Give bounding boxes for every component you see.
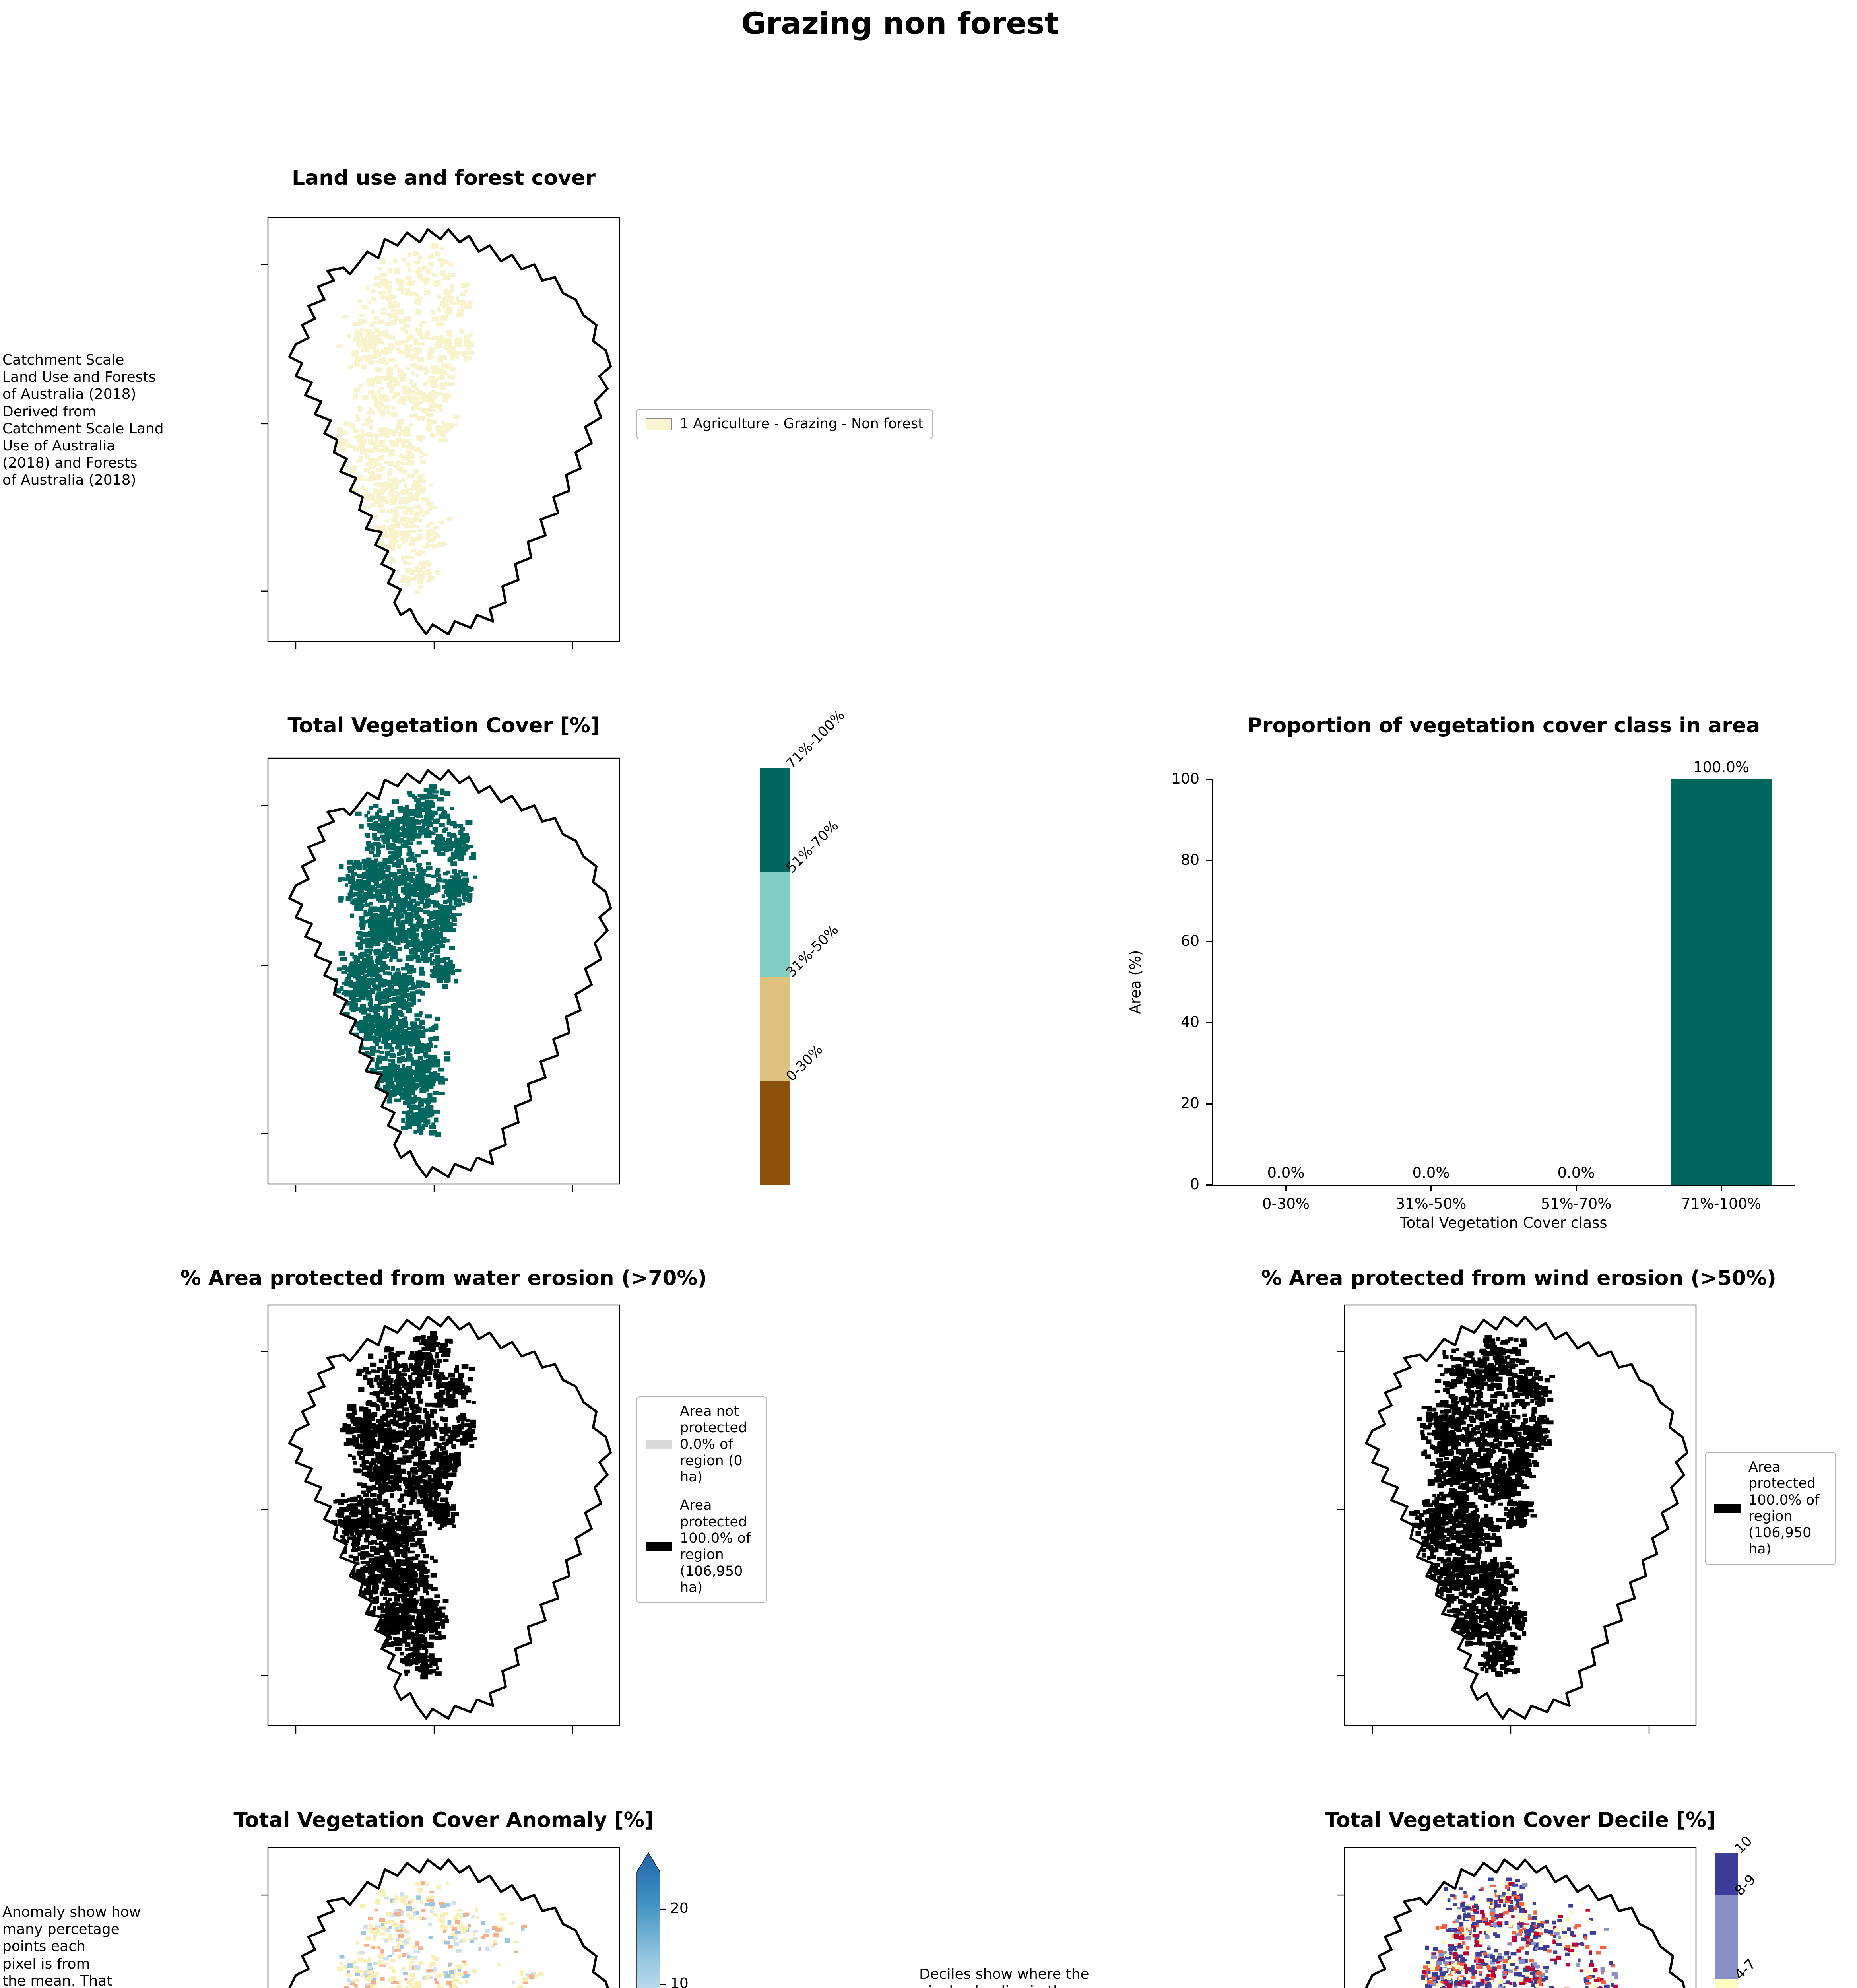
not-protected-label: Area not protected 0.0% of region (0 ha)	[680, 1404, 747, 1485]
y-tick	[1206, 1184, 1212, 1186]
y-tick-label: 80	[1180, 851, 1199, 868]
x-tick	[1285, 1185, 1287, 1191]
map-frame	[267, 1304, 620, 1726]
bar	[1670, 779, 1772, 1185]
tvc-colorbar-label: 51%-70%	[783, 817, 842, 876]
bar-value-label: 0.0%	[1557, 1164, 1595, 1181]
map-frame	[267, 757, 620, 1185]
legend-entry: Area protected 100.0% of region (106,950…	[646, 1497, 758, 1596]
protected-label: Area protected 100.0% of region (106,950…	[1748, 1459, 1820, 1557]
bar-value-label: 0.0%	[1412, 1164, 1450, 1181]
x-tick-label: 0-30%	[1262, 1195, 1310, 1212]
y-tick	[1206, 1103, 1212, 1105]
land-use-legend: 1 Agriculture - Grazing - Non forest	[636, 409, 933, 440]
page-title: Grazing non forest	[741, 6, 1059, 41]
decile-caption: Deciles show where the pixel value lies …	[919, 1966, 1089, 1988]
panel-title-anomaly: Total Vegetation Cover Anomaly [%]	[233, 1808, 654, 1832]
map-frame	[267, 217, 620, 642]
raster-cells	[330, 784, 477, 1137]
y-tick-label: 0	[1190, 1176, 1199, 1193]
y-tick	[1206, 860, 1212, 861]
x-tick-label: 71%-100%	[1681, 1195, 1762, 1212]
x-tick-label: 51%-70%	[1541, 1195, 1612, 1212]
anomaly-colorbar-tick-label: 20	[670, 1900, 689, 1917]
y-tick	[1206, 941, 1212, 942]
raster-cells	[1420, 1877, 1619, 1988]
land-use-caption: Catchment Scale Land Use and Forests of …	[2, 352, 164, 489]
not-protected-swatch	[646, 1440, 672, 1449]
decile-map	[1337, 1847, 1697, 1988]
land-use-map	[261, 217, 620, 650]
decile-class-swatch	[1715, 1979, 1738, 1988]
wind-erosion-map	[1337, 1304, 1697, 1734]
anomaly-colorbar-tick-label: 10	[670, 1975, 689, 1988]
tvc-class-swatch	[760, 872, 790, 977]
x-tick	[1430, 1185, 1432, 1191]
catchment-outline	[1365, 1858, 1686, 1988]
catchment-outline	[288, 769, 612, 1178]
x-axis-line	[1212, 1185, 1795, 1186]
raster-cells	[332, 243, 475, 594]
raster-cells	[336, 1881, 544, 1988]
protected-swatch	[1714, 1504, 1741, 1513]
catchment-outline	[288, 1315, 612, 1720]
tvc-class-swatch	[760, 768, 790, 873]
y-tick-label: 60	[1180, 932, 1199, 949]
panel-title-water-erosion: % Area protected from water erosion (>70…	[180, 1266, 707, 1290]
y-tick-label: 20	[1180, 1095, 1199, 1112]
decile-class-swatch	[1715, 1853, 1738, 1895]
y-tick	[1206, 1022, 1212, 1023]
panel-title-land-use: Land use and forest cover	[292, 166, 596, 190]
catchment-outline	[288, 228, 612, 635]
map-frame	[267, 1847, 620, 1988]
wind-erosion-legend: Area protected 100.0% of region (106,950…	[1705, 1452, 1836, 1565]
tvc-colorbar-label: 31%-50%	[783, 922, 842, 980]
cover-class-bar-chart: 0 20 40 60 80 100 0-30% 0.0% 31%-50% 0.0% 51%-70% 0…	[1171, 759, 1795, 1212]
catchment-outline	[1365, 1315, 1688, 1720]
bar-value-label: 0.0%	[1267, 1164, 1305, 1181]
protected-label: Area protected 100.0% of region (106,950…	[680, 1497, 751, 1596]
anomaly-map	[261, 1847, 620, 1988]
tvc-colorbar-label: 71%-100%	[783, 707, 848, 772]
y-tick	[1206, 779, 1212, 780]
raster-cells	[331, 1331, 477, 1680]
x-tick	[1576, 1185, 1577, 1191]
panel-title-proportion-chart: Proportion of vegetation cover class in …	[1247, 714, 1760, 738]
tvc-colorbar: 71%-100% 51%-70% 31%-50% 0-30%	[760, 707, 848, 1185]
tvc-class-swatch	[760, 1081, 790, 1185]
raster-cells	[1406, 1335, 1555, 1677]
water-erosion-map	[261, 1304, 620, 1734]
map-frame	[1344, 1847, 1697, 1988]
panel-title-wind-erosion: % Area protected from wind erosion (>50%…	[1261, 1266, 1776, 1290]
protected-swatch	[646, 1542, 672, 1551]
map-frame	[1344, 1304, 1697, 1726]
anomaly-caption: Anomaly show how many percetage points e…	[2, 1904, 141, 1988]
tvc-class-swatch	[760, 977, 790, 1081]
land-use-legend-label: 1 Agriculture - Grazing - Non forest	[680, 416, 924, 432]
panel-title-decile: Total Vegetation Cover Decile [%]	[1325, 1808, 1716, 1832]
x-axis-label: Total Vegetation Cover class	[1400, 1214, 1607, 1231]
legend-entry: Area not protected 0.0% of region (0 ha)	[646, 1404, 758, 1485]
decile-colorbar: 108-94-72-31	[1715, 1833, 1759, 1988]
x-tick	[1721, 1185, 1722, 1191]
tvc-map	[261, 757, 620, 1192]
y-tick-label: 100	[1171, 770, 1199, 787]
water-erosion-legend: Area not protected 0.0% of region (0 ha)…	[636, 1396, 767, 1604]
anomaly-colorbar: 20100−10−20	[636, 1852, 689, 1988]
y-tick-label: 40	[1180, 1013, 1199, 1031]
decile-class-swatch	[1715, 1895, 1738, 1980]
catchment-outline	[288, 1858, 609, 1988]
bar-value-label: 100.0%	[1693, 759, 1750, 776]
y-axis-line	[1212, 779, 1213, 1186]
x-tick-label: 31%-50%	[1395, 1195, 1467, 1212]
y-axis-label: Area (%)	[1127, 950, 1144, 1014]
land-use-legend-swatch	[646, 418, 672, 430]
panel-title-tvc: Total Vegetation Cover [%]	[287, 714, 600, 738]
